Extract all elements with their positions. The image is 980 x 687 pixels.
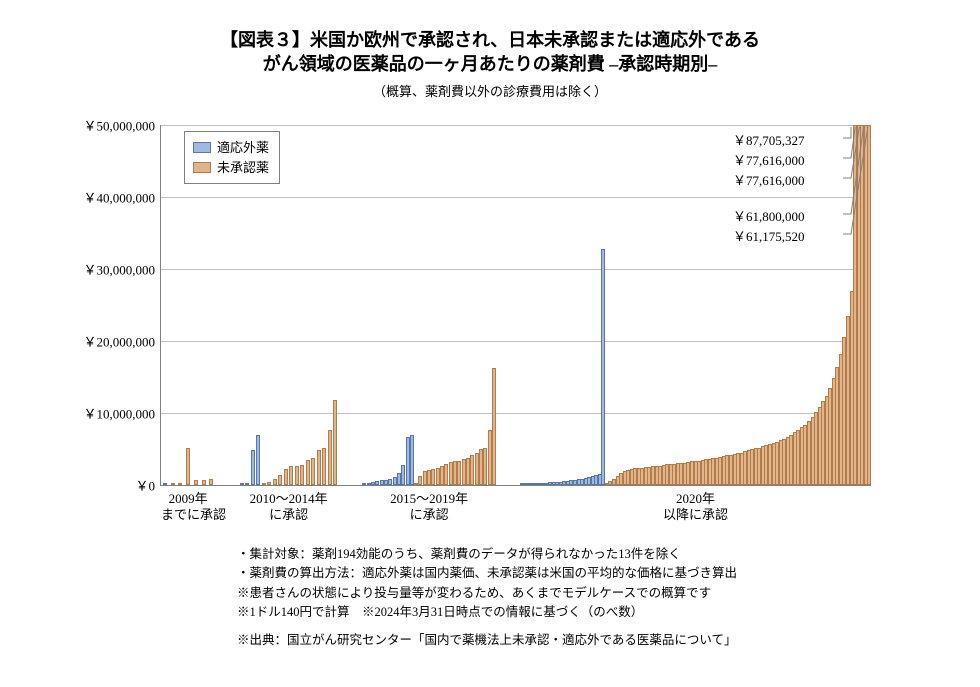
bar [245,483,249,485]
bar [867,125,871,485]
x-group-label-line1: 2009年 [169,491,208,506]
callout-value: ￥61,800,000 [733,206,805,225]
gridline [161,341,871,342]
bar [601,249,605,485]
y-tick-label: ￥10,000,000 [83,404,155,423]
bar [267,482,271,485]
x-group-label-line2: に承認 [269,507,308,522]
x-group-label-line1: 2020年 [676,491,715,506]
gridline [161,197,871,198]
bar [240,483,244,485]
x-group-label-line2: に承認 [410,507,449,522]
bar [186,448,190,485]
bar [322,448,326,485]
bar [492,368,496,485]
footnote-line: ※1ドル140円で計算 ※2024年3月31日時点での情報に基づく（のべ数） [237,603,737,622]
footnotes: ・集計対象：薬剤194効能のうち、薬剤費のデータが得られなかった13件を除く・薬… [237,545,737,650]
bar [256,435,260,485]
y-tick-label: ￥40,000,000 [83,188,155,207]
gridline [161,269,871,270]
footnote-line: ※出典：国立がん研究センター「国内で薬機法上未承認・適応外である医薬品について」 [237,631,737,650]
legend-item-off-label: 適応外薬 [193,138,269,158]
bar [311,458,315,485]
legend: 適応外薬 未承認薬 [184,131,280,184]
x-group-label: 2009年までに承認 [161,491,215,524]
footnote-line: ※患者さんの状態により投与量等が変わるため、あくまでモデルケースでの概算です [237,584,737,603]
x-group-label: 2010～2014年に承認 [239,491,338,524]
bar [251,450,255,485]
bar [194,480,198,485]
swatch-off-label-icon [193,142,211,153]
bar [306,460,310,485]
legend-item-unapproved: 未承認薬 [193,158,269,178]
x-group-label: 2020年以降に承認 [520,491,871,524]
bar [273,479,277,485]
bar [284,469,288,485]
x-group-label-line2: 以降に承認 [663,507,728,522]
bar [317,450,321,485]
footnote-line: ・薬剤費の算出方法：適応外薬は国内薬価、未承認薬は米国の平均的な価格に基づき算出 [237,564,737,583]
bar [209,479,213,485]
y-tick-label: ￥30,000,000 [83,260,155,279]
callout-value: ￥61,175,520 [733,226,805,245]
bar [202,480,206,485]
x-group-label-line2: までに承認 [161,507,226,522]
bar [171,483,175,485]
gridline [161,413,871,414]
x-group-label-line1: 2015～2019年 [390,491,468,506]
bar [300,465,304,485]
y-tick-label: ￥20,000,000 [83,332,155,351]
figure-root: 【図表３】米国か欧州で承認され、日本未承認または適応外である がん領域の医薬品の… [0,0,980,687]
callout-value: ￥87,705,327 [733,130,805,149]
gridline [161,125,871,126]
legend-label: 適応外薬 [217,138,269,158]
legend-label: 未承認薬 [217,158,269,178]
bar [278,475,282,485]
bar [163,483,167,485]
bar [289,466,293,485]
y-tick-label: ￥0 [135,476,155,495]
bar [178,483,182,485]
callout-value: ￥77,616,000 [733,170,805,189]
bar [295,466,299,485]
bar [328,430,332,485]
bar [410,435,414,485]
y-tick-label: ￥50,000,000 [83,116,155,135]
footnote-line: ・集計対象：薬剤194効能のうち、薬剤費のデータが得られなかった13件を除く [237,545,737,564]
bar [333,400,337,485]
bar [262,483,266,485]
callout-value: ￥77,616,000 [733,150,805,169]
x-group-label-line1: 2010～2014年 [250,491,328,506]
swatch-unapproved-icon [193,162,211,173]
x-group-label: 2015～2019年に承認 [362,491,496,524]
